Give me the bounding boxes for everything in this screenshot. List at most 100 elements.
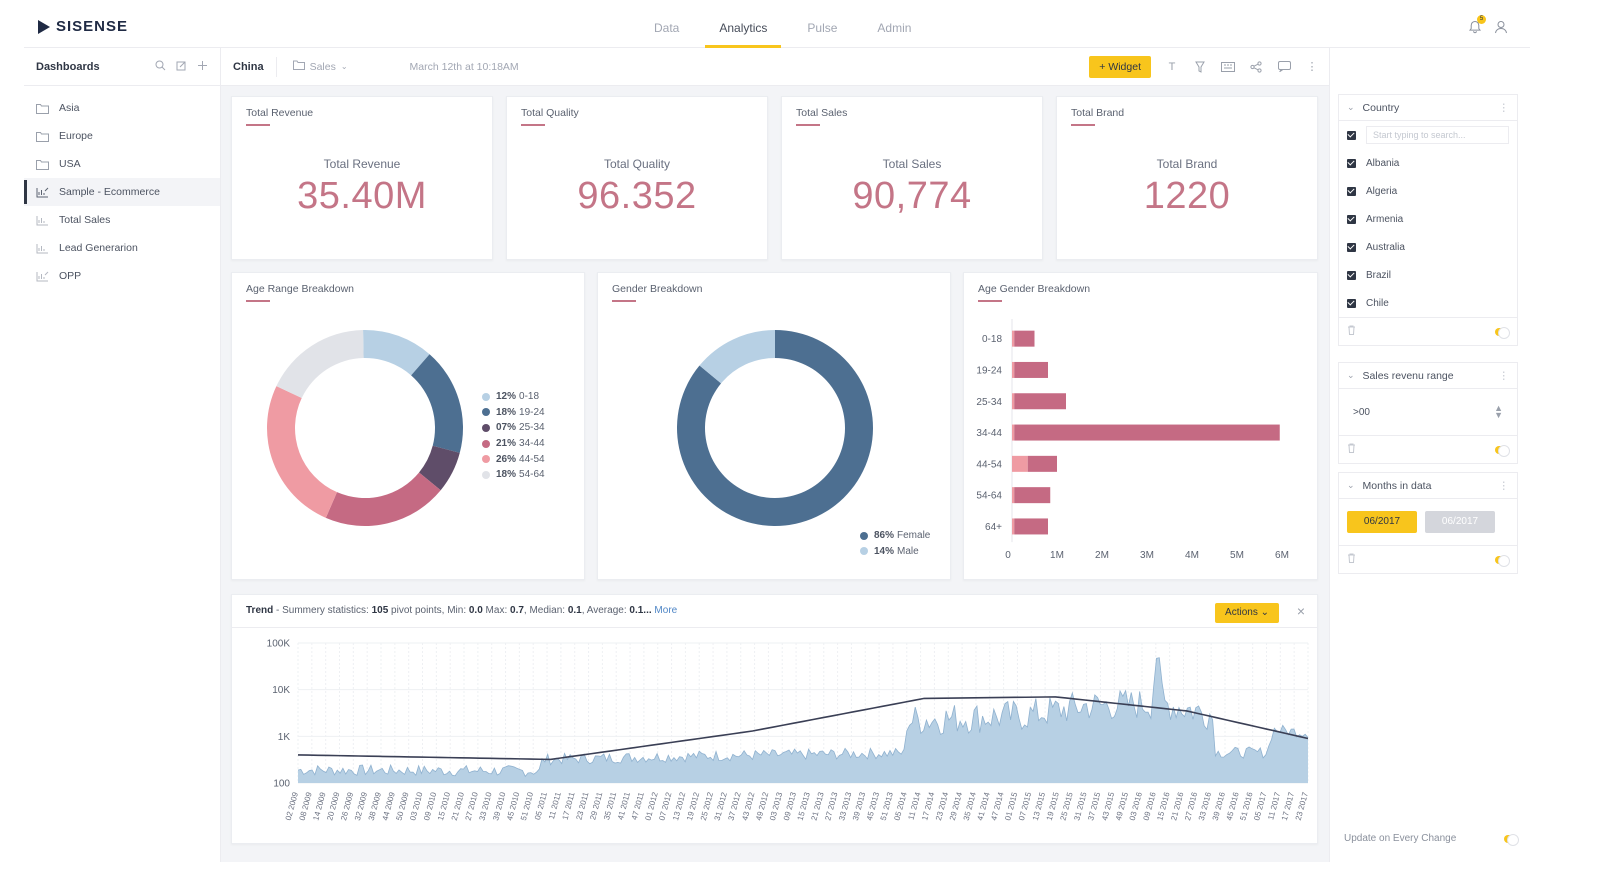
y-tick-label: 100K — [267, 639, 291, 650]
country-item[interactable]: Albania — [1339, 149, 1517, 177]
legend-item[interactable]: 86% Female — [860, 528, 930, 544]
sidebar-item-asia[interactable]: Asia — [24, 94, 220, 122]
age-gender-card[interactable]: Age Gender Breakdown 0-18 19-24 25-34 34-44… — [963, 272, 1318, 580]
search-icon[interactable] — [155, 60, 166, 74]
comment-icon[interactable] — [1277, 60, 1291, 74]
add-widget-button[interactable]: + Widget — [1089, 55, 1151, 78]
country-item[interactable]: Armenia — [1339, 205, 1517, 233]
trend-card[interactable]: Trend - Summery statistics: 105 pivot po… — [231, 594, 1318, 844]
legend-item[interactable]: 18% 54-64 — [482, 467, 545, 483]
pdf-icon[interactable] — [1221, 60, 1235, 74]
month-from-button[interactable]: 06/2017 — [1347, 511, 1417, 533]
legend-item[interactable]: 14% Male — [860, 544, 930, 560]
bar-25-34[interactable] — [1012, 393, 1015, 410]
legend-item[interactable]: 21% 34-44 — [482, 436, 545, 452]
country-item[interactable]: Australia — [1339, 233, 1517, 261]
folder-selector[interactable]: Sales ⌄ — [277, 60, 364, 73]
filter-icon[interactable] — [1193, 60, 1207, 74]
actions-button[interactable]: Actions ⌄ — [1215, 603, 1279, 623]
month-to-button[interactable]: 06/2017 — [1425, 511, 1495, 533]
checkbox[interactable] — [1347, 270, 1356, 280]
donut-slice-0-18[interactable] — [363, 330, 430, 376]
dashboard-icon — [36, 243, 49, 254]
checkbox[interactable] — [1347, 158, 1356, 168]
select-all-checkbox[interactable] — [1347, 130, 1356, 140]
tab-admin[interactable]: Admin — [877, 21, 912, 35]
sidebar-item-lead-generation[interactable]: Lead Generarion — [24, 234, 220, 262]
filter-toggle[interactable] — [1495, 326, 1510, 339]
tab-analytics[interactable]: Analytics — [705, 0, 782, 48]
bar-64+[interactable] — [1014, 518, 1048, 535]
checkbox[interactable] — [1347, 242, 1356, 252]
more-options-icon[interactable]: ⋮ — [1306, 61, 1318, 73]
bar-54-64[interactable] — [1012, 487, 1015, 504]
bell-icon[interactable]: 5 — [1468, 15, 1486, 34]
more-options-icon[interactable]: ⋮ — [1498, 369, 1510, 382]
kpi-card-total-quality[interactable]: Total Quality Total Quality 96.352 — [506, 96, 768, 260]
donut-slice-34-44[interactable] — [325, 472, 441, 526]
sidebar-item-usa[interactable]: USA — [24, 150, 220, 178]
close-icon[interactable]: × — [1296, 603, 1305, 619]
filter-toggle[interactable] — [1495, 554, 1510, 567]
country-item[interactable]: Chile — [1339, 289, 1517, 317]
bar-34-44[interactable] — [1014, 424, 1280, 441]
bar-25-34[interactable] — [1014, 393, 1066, 410]
add-icon[interactable] — [197, 60, 208, 74]
age-range-card[interactable]: Age Range Breakdown 12% 0-18 18% 19-24 07% 25… — [231, 272, 585, 580]
bar-54-64[interactable] — [1014, 487, 1051, 504]
checkbox[interactable] — [1347, 186, 1356, 196]
months-header[interactable]: ⌄ Months in data ⋮ — [1339, 473, 1517, 499]
kpi-card-total-sales[interactable]: Total Sales Total Sales 90,774 — [781, 96, 1043, 260]
sales-range-header[interactable]: ⌄ Sales revenu range ⋮ — [1339, 363, 1517, 389]
donut-slice-19-24[interactable] — [411, 354, 463, 453]
legend-item[interactable]: 18% 19-24 — [482, 405, 545, 421]
country-item[interactable]: Algeria — [1339, 177, 1517, 205]
bar-19-24[interactable] — [1014, 361, 1048, 378]
user-icon[interactable] — [1494, 20, 1508, 34]
bar-34-44[interactable] — [1012, 424, 1015, 441]
sisense-logo[interactable]: SISENSE — [38, 18, 128, 35]
donut-slice-25-34[interactable] — [419, 445, 460, 491]
legend-item[interactable]: 26% 44-54 — [482, 451, 545, 467]
sidebar-item-europe[interactable]: Europe — [24, 122, 220, 150]
sales-range-input[interactable]: >00 ▲ ▼ — [1339, 389, 1517, 435]
filter-toggle[interactable] — [1495, 444, 1510, 457]
country-search-input[interactable] — [1366, 126, 1509, 144]
kpi-card-total-revenue[interactable]: Total Revenue Total Revenue 35.40M — [231, 96, 493, 260]
bar-44-54[interactable] — [1012, 455, 1028, 472]
share-icon[interactable] — [1249, 60, 1263, 74]
more-options-icon[interactable]: ⋮ — [1498, 101, 1510, 114]
stepper-icon[interactable]: ▲ ▼ — [1494, 403, 1503, 420]
sidebar-item-total-sales[interactable]: Total Sales — [24, 206, 220, 234]
sidebar-item-opp[interactable]: OPP — [24, 262, 220, 290]
update-toggle[interactable] — [1504, 833, 1519, 846]
tab-data[interactable]: Data — [654, 21, 680, 35]
more-options-icon[interactable]: ⋮ — [1498, 479, 1510, 492]
country-item[interactable]: Brazil — [1339, 261, 1517, 289]
kpi-card-total-brand[interactable]: Total Brand Total Brand 1220 — [1056, 96, 1318, 260]
sidebar-item-sample-ecommerce[interactable]: Sample - Ecommerce — [24, 178, 220, 206]
more-link[interactable]: More — [654, 605, 678, 616]
legend-item[interactable]: 12% 0-18 — [482, 389, 545, 405]
bar-64+[interactable] — [1012, 518, 1015, 535]
trend-area[interactable] — [298, 657, 1308, 783]
text-icon[interactable]: T — [1168, 60, 1176, 73]
trash-icon[interactable] — [1347, 553, 1356, 566]
bar-19-24[interactable] — [1012, 361, 1015, 378]
country-filter-header[interactable]: ⌄ Country ⋮ — [1339, 95, 1517, 121]
bar-0-18[interactable] — [1012, 330, 1015, 347]
legend-item[interactable]: 07% 25-34 — [482, 420, 545, 436]
trash-icon[interactable] — [1347, 443, 1356, 456]
checkbox[interactable] — [1347, 214, 1356, 224]
bar-44-54[interactable] — [1027, 455, 1057, 472]
trash-icon[interactable] — [1347, 325, 1356, 338]
tab-pulse[interactable]: Pulse — [807, 21, 838, 35]
gender-card[interactable]: Gender Breakdown 86% Female 14% Male — [597, 272, 951, 580]
bar-0-18[interactable] — [1014, 330, 1035, 347]
legend-percent: 14% — [874, 545, 895, 557]
edit-icon[interactable] — [176, 60, 187, 74]
donut-slice-54-64[interactable] — [276, 330, 364, 399]
donut-slice-male[interactable] — [699, 330, 775, 384]
donut-slice-44-54[interactable] — [267, 386, 338, 518]
checkbox[interactable] — [1347, 298, 1356, 308]
